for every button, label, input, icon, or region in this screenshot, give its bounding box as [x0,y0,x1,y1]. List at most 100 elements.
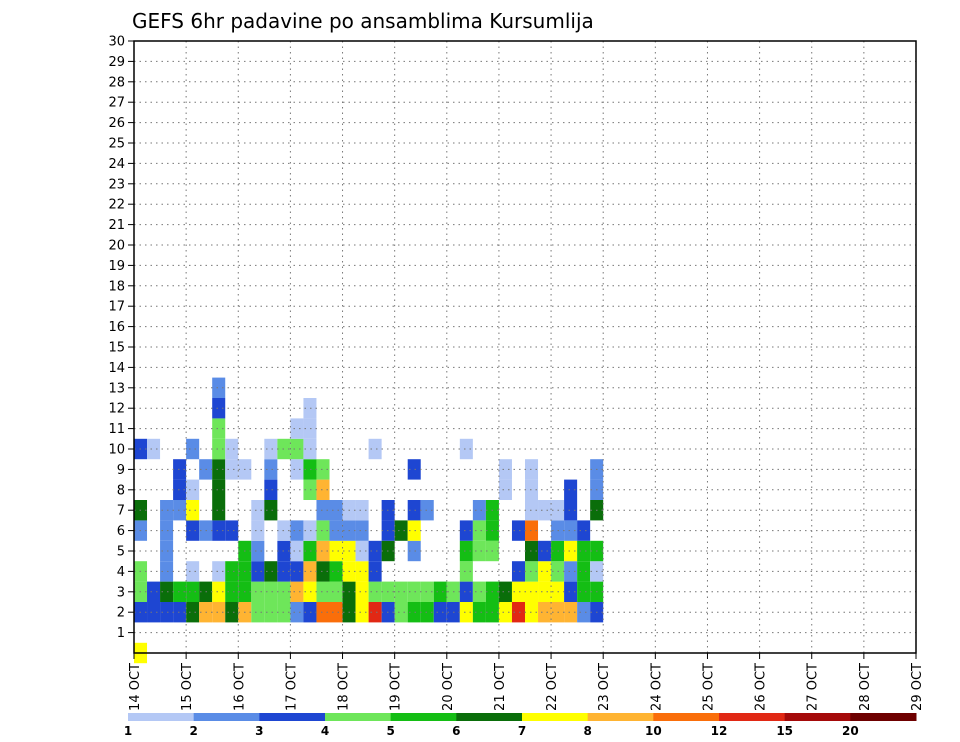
precip-cell [290,602,304,623]
precip-cell [186,500,200,521]
precip-cell [498,602,512,623]
precip-cell [303,398,317,419]
precip-cell [173,581,187,602]
x-tick-label: 16 OCT [232,663,247,711]
colorbar-swatch [456,713,523,721]
precip-cell [329,561,343,582]
precip-cell [173,602,187,623]
grid-lines [134,40,916,653]
x-tick-label: 23 OCT [597,663,612,711]
precip-cell [472,602,486,623]
precip-cell [498,581,512,602]
y-tick-label: 5 [117,545,125,560]
precip-cell [368,602,382,623]
precip-cell [147,438,161,460]
precip-cell [355,500,369,521]
precip-cell [264,438,278,460]
precip-cell [420,581,434,602]
precip-cell [160,561,174,582]
precip-cell [290,540,304,562]
precip-cell [577,540,591,562]
precip-cell [212,479,226,500]
precip-cell [577,602,591,623]
precip-cell [212,418,226,439]
precip-cell [225,581,239,602]
x-tick-label: 20 OCT [441,663,456,711]
precip-cell [264,581,278,602]
colorbar-label: 1 [124,724,132,738]
precip-cell [564,602,578,623]
precip-cell [212,520,226,541]
precip-cell [225,459,239,480]
precip-cell [472,500,486,521]
precip-cell [355,561,369,582]
precip-cells [134,377,604,664]
precip-cell [394,520,408,541]
precip-cell [564,540,578,562]
precip-cell [329,602,343,623]
colorbar-swatch [325,713,392,721]
x-tick-label: 22 OCT [545,663,560,711]
precip-cell [498,479,512,500]
y-tick-label: 6 [117,524,125,539]
precip-cell [525,459,539,480]
colorbar-label: 3 [255,724,263,738]
precip-cell [264,561,278,582]
colorbar-label: 12 [711,724,728,738]
colorbar-swatch [587,713,654,721]
precip-cell [264,602,278,623]
precip-cell [459,540,473,562]
y-tick-label: 26 [108,116,125,131]
precip-cell [329,520,343,541]
precip-cell [459,602,473,623]
precip-cell [525,479,539,500]
precip-cell [564,520,578,541]
y-tick-label: 15 [108,341,125,356]
precip-cell [290,418,304,439]
precip-cell [251,520,265,541]
colorbar-label: 7 [518,724,526,738]
precip-cell [316,540,330,562]
precip-cell [407,602,421,623]
precip-cell [173,459,187,480]
precip-cell [394,581,408,602]
precip-cell [472,520,486,541]
precip-cell [160,520,174,541]
y-tick-label: 23 [108,177,125,192]
x-tick-label: 19 OCT [389,663,404,711]
x-tick-label: 21 OCT [493,663,508,711]
y-tick-label: 2 [117,606,125,621]
precip-cell [564,479,578,500]
precip-cell [472,581,486,602]
precip-cell [303,561,317,582]
precip-cell [290,581,304,602]
colorbar-swatch [784,713,851,721]
precip-cell [251,540,265,562]
precip-cell [264,500,278,521]
precip-cell [225,438,239,460]
y-tick-label: 10 [108,443,125,458]
precip-cell [459,438,473,460]
precip-cell [212,581,226,602]
y-tick-label: 28 [108,75,125,90]
x-tick-label: 18 OCT [337,663,352,711]
colorbar-label: 15 [776,724,793,738]
colorbar-swatch [259,713,326,721]
precip-cell [186,520,200,541]
precip-cell [316,520,330,541]
precip-cell [290,438,304,460]
precip-cell [355,602,369,623]
y-tick-label: 13 [108,381,125,396]
y-tick-label: 4 [117,565,125,580]
precip-cell [186,581,200,602]
precip-cell [290,561,304,582]
y-tick-label: 14 [108,361,125,376]
precip-cell [577,561,591,582]
colorbar-label: 4 [321,724,329,738]
precip-cell [472,540,486,562]
precip-cell [225,561,239,582]
precip-cell [525,581,539,602]
precip-cell [160,581,174,602]
precip-cell [225,520,239,541]
precip-cell [459,561,473,582]
